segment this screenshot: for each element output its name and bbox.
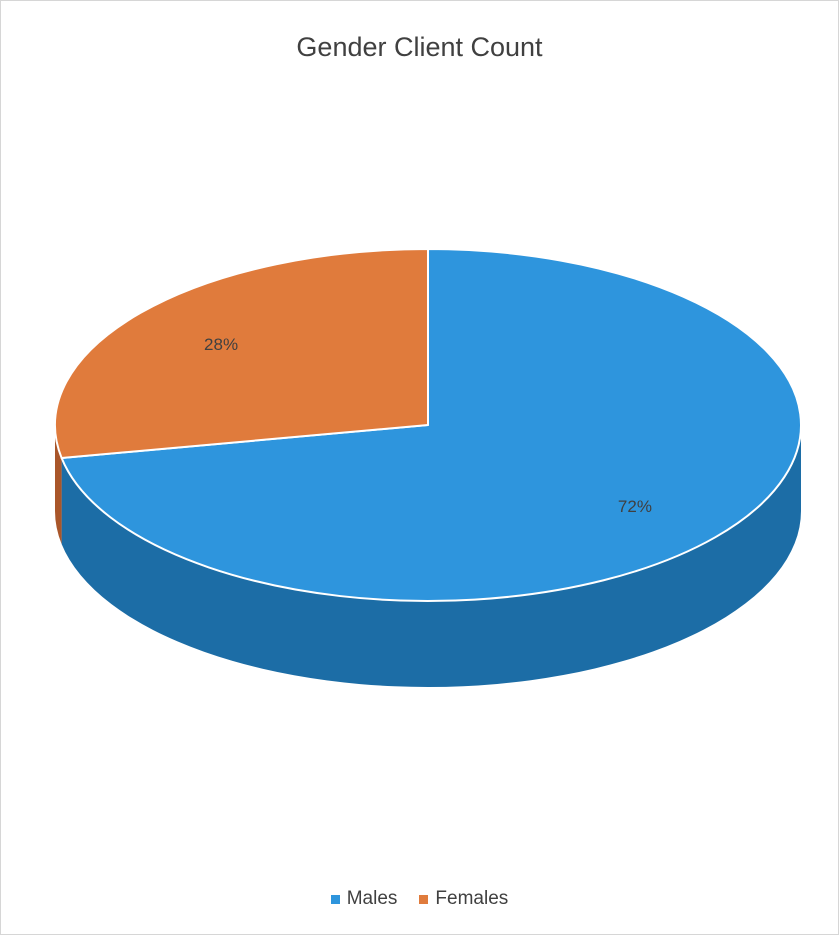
pie-slice-males xyxy=(60,248,802,602)
legend-swatch-females xyxy=(419,894,429,904)
pie-slice-females xyxy=(54,248,429,459)
pie-side-males xyxy=(61,425,801,687)
pie-tops xyxy=(54,248,802,602)
legend-swatch-males xyxy=(330,894,340,904)
legend-label-females: Females xyxy=(435,888,509,909)
data-label-males: 72% xyxy=(618,497,652,516)
legend-label-males: Males xyxy=(346,888,398,909)
legend-item-females: Females xyxy=(419,888,508,910)
chart-title: Gender Client Count xyxy=(296,32,543,62)
data-label-females: 28% xyxy=(204,335,238,354)
pie-labels: 72% 28% xyxy=(204,335,652,516)
legend: Males Females xyxy=(0,888,839,910)
legend-item-males: Males xyxy=(330,888,398,910)
